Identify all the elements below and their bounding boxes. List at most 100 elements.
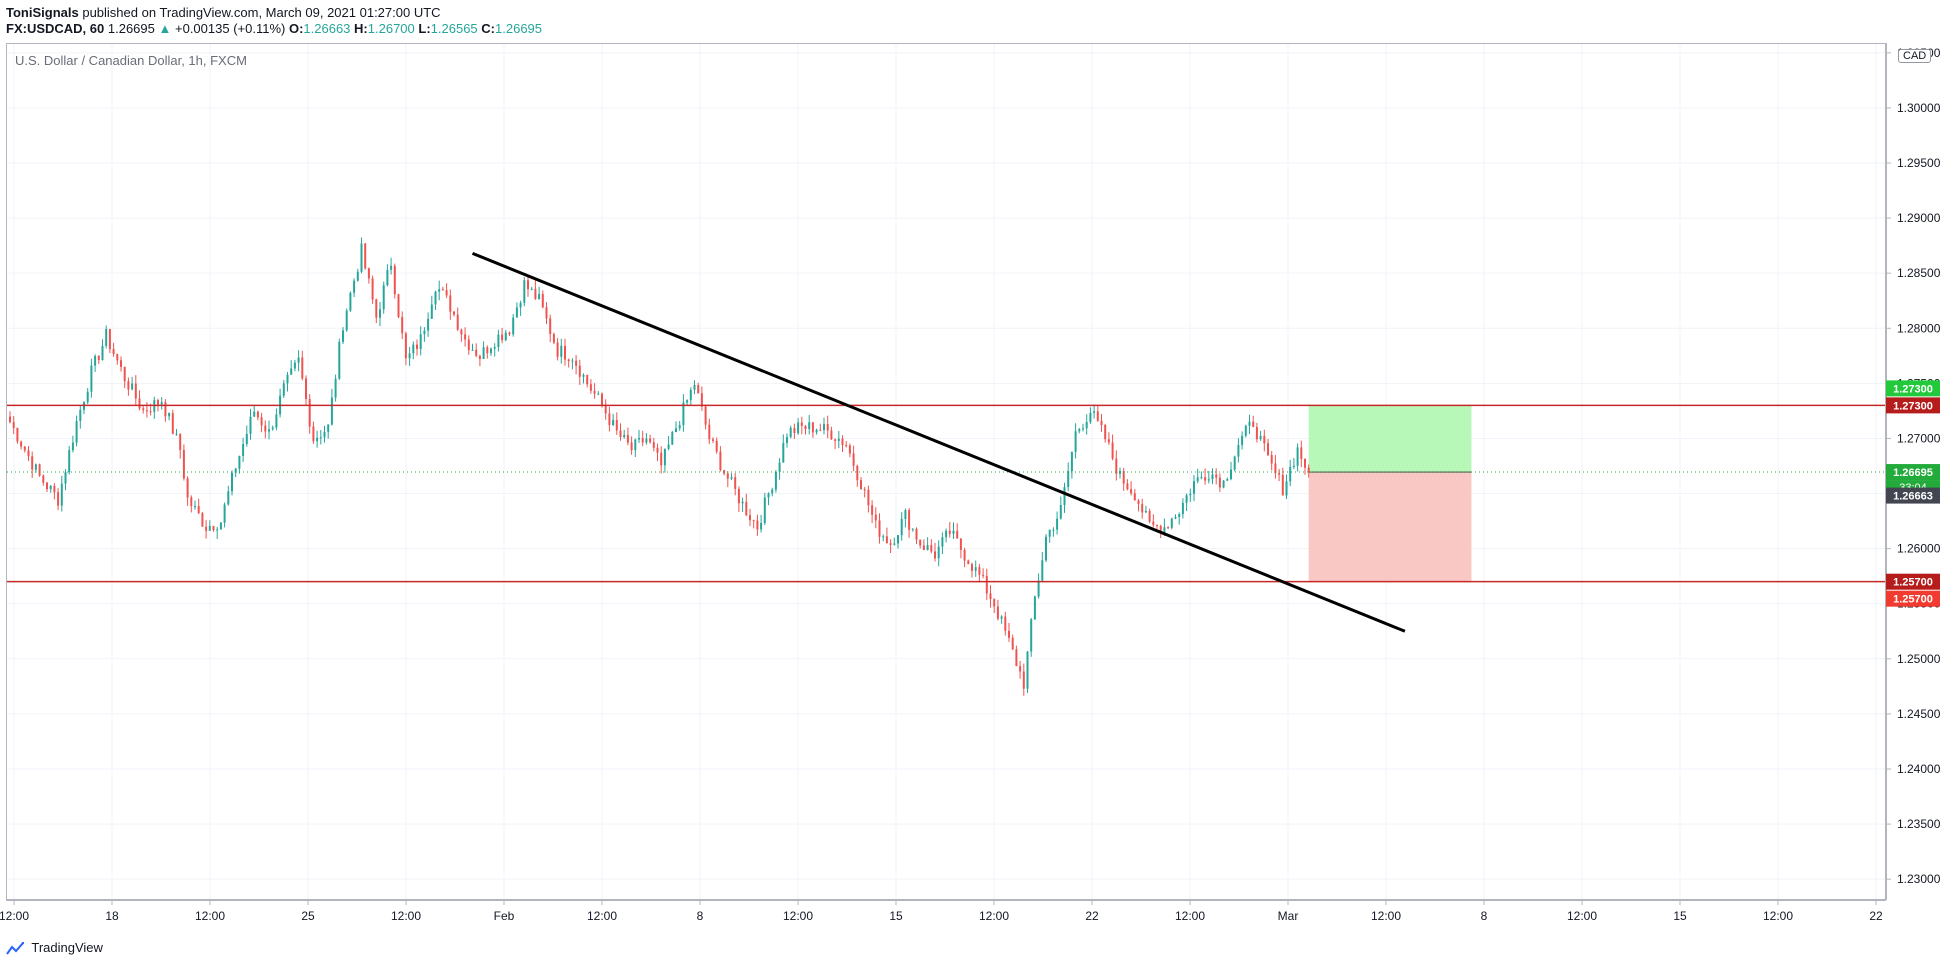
candle-body <box>1130 489 1133 494</box>
candle-body <box>963 549 966 561</box>
footer-brand[interactable]: TradingView <box>6 940 103 956</box>
candle-body <box>726 473 729 479</box>
candle-body <box>686 400 689 403</box>
candle-body <box>223 504 226 523</box>
candle-body <box>763 497 766 523</box>
candle-body <box>1148 510 1151 522</box>
price-tag-text: 1.27300 <box>1893 383 1933 395</box>
candle-body <box>20 441 23 447</box>
candle-body <box>90 365 93 392</box>
candle-body <box>804 425 807 430</box>
candle-body <box>356 271 359 281</box>
candle-body <box>641 438 644 443</box>
candle-body <box>268 429 270 432</box>
candle-body <box>60 483 63 506</box>
candle-body <box>1185 495 1188 503</box>
candle-body <box>227 491 230 505</box>
author-name[interactable]: ToniSignals <box>6 5 79 20</box>
candle-body <box>197 506 200 514</box>
candle-body <box>730 477 733 479</box>
publish-info: ToniSignals published on TradingView.com… <box>6 5 441 20</box>
candle-body <box>1074 431 1077 452</box>
candle-body <box>330 397 333 425</box>
candle-body <box>678 425 681 429</box>
candle-body <box>626 434 629 443</box>
candle-body <box>190 497 193 507</box>
candle-body <box>1215 474 1218 478</box>
price-tag-text: 1.26663 <box>1893 491 1933 503</box>
candle-body <box>745 501 748 516</box>
candle-body <box>993 599 996 607</box>
candle-body <box>327 424 330 432</box>
candle-body <box>275 414 278 428</box>
candle-body <box>157 400 159 405</box>
x-tick-label: 12:00 <box>0 909 29 923</box>
candle-body <box>108 328 111 350</box>
candle-body <box>1045 536 1047 561</box>
x-tick-label: 12:00 <box>1175 909 1205 923</box>
candle-body <box>841 438 844 446</box>
candle-body <box>889 543 892 545</box>
price-labels: 1.273001.273001.2669533:041.266631.25700… <box>1886 380 1940 607</box>
candle-body <box>345 310 348 331</box>
price-tag-text: 1.25700 <box>1893 577 1933 589</box>
candle-body <box>478 355 481 359</box>
candle-body <box>952 530 955 534</box>
candle-body <box>571 360 574 362</box>
x-tick-label: 12:00 <box>783 909 813 923</box>
candle-body <box>586 374 589 385</box>
candle-body <box>242 444 245 456</box>
y-tick-label: 1.27000 <box>1897 431 1941 445</box>
candle-body <box>797 422 800 434</box>
candle-body <box>460 329 463 335</box>
candle-body <box>186 478 189 498</box>
candle-body <box>1200 477 1203 479</box>
candle-body <box>749 515 751 521</box>
candle-body <box>885 536 888 544</box>
candle-body <box>456 314 459 330</box>
stop-loss-zone <box>1308 472 1472 582</box>
candle-body <box>1122 471 1125 484</box>
candle-body <box>978 567 981 575</box>
candle-body <box>449 295 452 312</box>
candle-body <box>205 526 208 531</box>
candle-body <box>464 334 467 340</box>
candle-body <box>379 309 381 318</box>
candle-body <box>645 438 648 443</box>
candle-body <box>811 422 814 433</box>
symbol-info: FX:USDCAD, 60 1.26695 ▲ +0.00135 (+0.11%… <box>6 21 542 36</box>
x-tick-label: 8 <box>697 909 704 923</box>
candle-body <box>1156 524 1158 526</box>
candle-body <box>312 426 315 442</box>
candle-body <box>737 488 740 504</box>
currency-badge[interactable]: CAD <box>1898 49 1932 63</box>
low-value: 1.26565 <box>430 21 478 36</box>
candle-body <box>756 520 759 530</box>
candle-body <box>826 424 829 431</box>
candle-body <box>663 448 666 466</box>
x-tick-label: 12:00 <box>1567 909 1597 923</box>
candle-body <box>1178 514 1181 518</box>
candle-body <box>922 545 925 551</box>
candle-body <box>112 349 115 354</box>
candle-body <box>589 384 592 391</box>
candle-body <box>1056 518 1059 530</box>
candle-body <box>290 368 293 375</box>
candle-body <box>874 514 877 521</box>
time-axis[interactable] <box>6 900 1886 931</box>
candle-body <box>582 374 585 377</box>
price-tag-text: 1.26695 <box>1893 467 1933 479</box>
candle-body <box>652 442 655 448</box>
candle-body <box>138 398 141 409</box>
candle-body <box>715 440 718 452</box>
candle-body <box>1026 651 1029 689</box>
plot-area[interactable] <box>6 43 1886 900</box>
candle-body <box>430 304 433 319</box>
candle-body <box>852 453 855 466</box>
candle-body <box>1285 481 1288 496</box>
candle-body <box>712 439 714 441</box>
candle-body <box>815 429 818 433</box>
candle-body <box>1000 616 1003 619</box>
candle-body <box>989 593 992 600</box>
